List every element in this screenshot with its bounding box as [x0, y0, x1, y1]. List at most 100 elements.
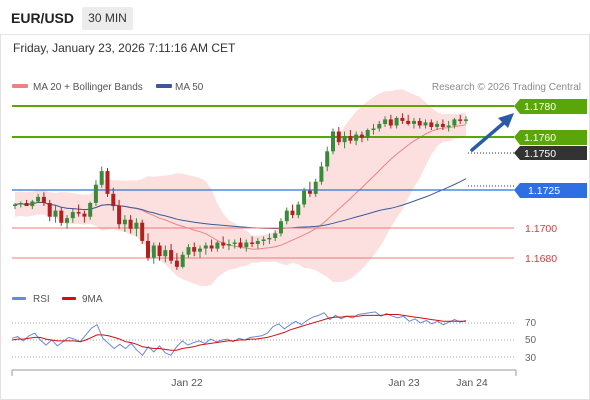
candle: [47, 199, 52, 222]
candle-body: [261, 239, 266, 241]
candle-body: [365, 130, 370, 138]
candle-body: [192, 247, 197, 252]
candle-body: [65, 218, 69, 223]
candle: [267, 233, 272, 244]
candle-body: [267, 237, 272, 240]
candle: [13, 203, 17, 210]
r2-value: 1.1780: [524, 101, 556, 113]
candle: [417, 117, 422, 129]
candle: [279, 218, 283, 237]
symbol-title: EUR/USD: [11, 10, 75, 26]
candle-body: [255, 241, 260, 244]
rsi-legend-label: RSI: [33, 294, 50, 305]
candle: [458, 114, 463, 124]
candle: [192, 242, 197, 257]
candle-body: [354, 134, 359, 141]
candle-body: [180, 254, 185, 267]
candle: [412, 117, 416, 129]
candle: [423, 119, 428, 129]
candle-body: [169, 250, 174, 261]
candle: [226, 239, 231, 251]
rsi-tick-70: 70: [525, 318, 537, 329]
candle-body: [336, 131, 341, 143]
chart-header: EUR/USD 30 MIN: [0, 0, 590, 35]
candle: [313, 178, 318, 197]
candle: [232, 239, 237, 249]
last-price-tag: 1.1750: [514, 146, 587, 160]
candle-body: [122, 219, 127, 225]
candle-body: [417, 120, 422, 126]
candle: [88, 201, 93, 220]
candle-body: [232, 242, 237, 244]
candle: [122, 215, 127, 232]
candle: [105, 168, 110, 197]
s1-value: 1.1700: [525, 223, 557, 235]
candle: [174, 253, 179, 270]
candle-body: [400, 117, 405, 121]
x-label-jan23: Jan 23: [388, 377, 420, 389]
candle: [209, 239, 214, 252]
candle: [331, 128, 335, 155]
candle: [215, 241, 220, 252]
x-label-jan24: Jan 24: [456, 377, 488, 389]
candle-body: [342, 136, 347, 143]
candle: [140, 219, 145, 244]
candle: [336, 127, 341, 146]
candle-body: [36, 196, 41, 202]
r2-tag: 1.1780: [514, 99, 587, 114]
candle: [250, 236, 255, 248]
candle-body: [198, 248, 202, 252]
candle: [319, 161, 324, 185]
pivot-tag: 1.1725: [514, 183, 587, 198]
candle: [65, 215, 69, 229]
candle: [41, 192, 46, 206]
candle: [440, 119, 445, 130]
candle-body: [331, 131, 335, 152]
candle: [365, 128, 370, 141]
candle: [70, 209, 75, 223]
r1-value: 1.1760: [524, 132, 556, 144]
candle: [157, 242, 162, 261]
candle: [406, 114, 411, 126]
candle-body: [157, 245, 162, 257]
candle-body: [377, 123, 382, 129]
candle-body: [186, 247, 191, 255]
candle-body: [215, 242, 220, 249]
rsi-ma-line: [11, 314, 466, 351]
candle: [348, 130, 353, 144]
candle: [59, 207, 64, 226]
candle-body: [41, 196, 46, 203]
candlesticks: [13, 113, 468, 270]
candle-body: [319, 166, 324, 182]
candle: [221, 236, 226, 249]
ma50-legend-label: MA 50: [175, 82, 204, 93]
candle: [117, 199, 122, 229]
candle: [307, 181, 312, 197]
candle-body: [18, 203, 23, 205]
candle-body: [13, 204, 17, 206]
candle: [394, 116, 399, 129]
candle-body: [313, 181, 318, 194]
candle: [290, 204, 295, 219]
candle: [377, 120, 382, 132]
candle: [452, 117, 457, 129]
candle: [388, 114, 393, 129]
candle: [198, 245, 202, 258]
candle-body: [88, 203, 93, 217]
candle: [169, 244, 174, 264]
candle-body: [163, 250, 168, 257]
candle: [36, 193, 41, 203]
candle: [302, 187, 307, 208]
candle-body: [238, 242, 243, 248]
candle-body: [452, 119, 457, 126]
candle-body: [412, 120, 416, 124]
candle-body: [221, 242, 226, 246]
candle: [111, 187, 116, 211]
candle: [284, 207, 289, 225]
candle-body: [76, 212, 81, 214]
r1-tag: 1.1760: [514, 130, 587, 145]
ma20-legend-swatch: [12, 84, 28, 88]
timeframe-button[interactable]: 30 MIN: [82, 7, 133, 30]
candle: [354, 131, 359, 146]
candle: [359, 131, 364, 143]
